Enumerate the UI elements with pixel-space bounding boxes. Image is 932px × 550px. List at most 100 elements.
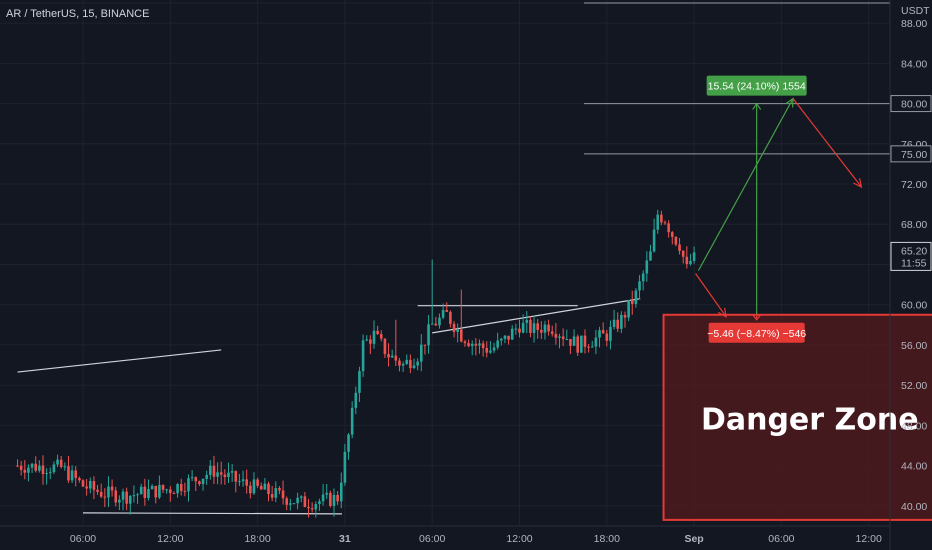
candle-body xyxy=(238,481,241,483)
candle-body xyxy=(154,485,158,498)
candle-body xyxy=(256,479,259,486)
candle-body xyxy=(558,336,561,338)
candle-body xyxy=(474,343,478,346)
candle-body xyxy=(656,214,660,230)
projection-arrow-green xyxy=(697,98,794,271)
candle-body xyxy=(394,355,398,361)
candle-body xyxy=(230,471,234,473)
measure-up-arrowhead xyxy=(752,102,762,110)
level-price-badge xyxy=(890,95,932,113)
candle-body xyxy=(48,472,52,474)
candle-body xyxy=(78,478,81,481)
candle-body xyxy=(485,348,489,353)
candle-body xyxy=(489,350,492,353)
candle-body xyxy=(369,339,372,344)
time-axis[interactable]: 06:00 12:00 18:00 31 06:00 12:00 18:00 Sep 06:00… xyxy=(70,533,882,545)
candle-body xyxy=(303,496,307,507)
candle-body xyxy=(274,488,278,498)
candle-body xyxy=(179,484,183,492)
candle-body xyxy=(605,333,609,341)
candle-body xyxy=(663,222,667,224)
candle-body xyxy=(249,485,252,494)
measure-up-badge xyxy=(706,75,807,96)
candle-body xyxy=(270,494,274,498)
candle-body xyxy=(460,329,463,342)
candle-body xyxy=(445,310,449,312)
candle-body xyxy=(150,485,154,490)
candle-body xyxy=(321,494,325,502)
candle-body xyxy=(136,494,139,496)
candle-body xyxy=(227,472,230,478)
candle-body xyxy=(56,459,59,465)
price-tick-label: 48.00 xyxy=(901,420,927,432)
candlesticks xyxy=(16,209,696,518)
candle-body xyxy=(438,317,441,326)
candle-body xyxy=(216,472,219,477)
candle-body xyxy=(641,273,645,282)
price-tick-label: 40.00 xyxy=(901,501,927,513)
candle-body xyxy=(241,479,245,482)
candle-body xyxy=(38,465,41,471)
candle-body xyxy=(121,491,125,500)
candle-body xyxy=(209,465,212,475)
candle-body xyxy=(601,330,605,334)
candle-body xyxy=(336,494,339,502)
time-tick-label: 12:00 xyxy=(856,533,882,545)
candle-body xyxy=(172,493,176,495)
price-tick-label: 84.00 xyxy=(901,58,927,70)
candle-body xyxy=(34,463,38,471)
candle-body xyxy=(652,229,656,252)
candle-body xyxy=(434,323,438,326)
candle-body xyxy=(503,335,507,339)
candle-body xyxy=(278,488,281,491)
candle-body xyxy=(412,365,416,369)
candle-body xyxy=(234,471,238,482)
candle-body xyxy=(416,361,419,366)
candle-body xyxy=(660,214,663,223)
candle-body xyxy=(165,489,168,491)
candle-body xyxy=(45,473,48,475)
candle-body xyxy=(205,474,208,479)
candle-body xyxy=(405,359,409,364)
candle-body xyxy=(285,498,288,505)
candle-body xyxy=(223,474,227,478)
candle-body xyxy=(350,407,354,435)
candle-body xyxy=(401,363,405,366)
candle-body xyxy=(358,371,361,393)
candle-body xyxy=(514,328,518,330)
candle-body xyxy=(365,339,369,341)
candle-body xyxy=(623,315,627,318)
price-axis[interactable]: 88.0084.0080.0076.0072.0068.0064.0060.00… xyxy=(890,18,932,513)
candle-body xyxy=(318,501,321,504)
candle-body xyxy=(343,451,347,483)
level-price-label: 80.00 xyxy=(901,99,927,111)
current-price-badge xyxy=(890,241,932,271)
level-price-label: 75.00 xyxy=(901,149,927,161)
candle-body xyxy=(252,479,256,494)
candle-body xyxy=(263,483,267,490)
candle-body xyxy=(587,346,590,348)
danger-zone-label: Danger Zone xyxy=(701,402,919,437)
candle-body xyxy=(634,290,638,304)
candle-body xyxy=(449,311,452,324)
candle-body xyxy=(583,335,587,347)
countdown-label: 11:55 xyxy=(901,257,927,269)
danger-zone: Danger Zone xyxy=(662,313,932,521)
candle-body xyxy=(609,326,612,341)
candle-body xyxy=(507,335,510,340)
candle-body xyxy=(219,472,223,475)
candle-body xyxy=(685,256,689,265)
candle-body xyxy=(158,484,161,498)
candle-body xyxy=(470,343,474,347)
candle-body xyxy=(521,322,525,333)
currency-label: USDT xyxy=(901,5,930,17)
candle-body xyxy=(161,484,165,490)
candle-body xyxy=(383,338,387,355)
candle-body xyxy=(339,482,343,502)
candle-body xyxy=(292,503,296,505)
candle-body xyxy=(467,343,470,347)
candle-body xyxy=(427,324,430,346)
measure-tools: 15.54 (24.10%) 1554 −5.46 (−8.47%) −546 xyxy=(706,75,807,343)
candle-body xyxy=(463,341,467,344)
